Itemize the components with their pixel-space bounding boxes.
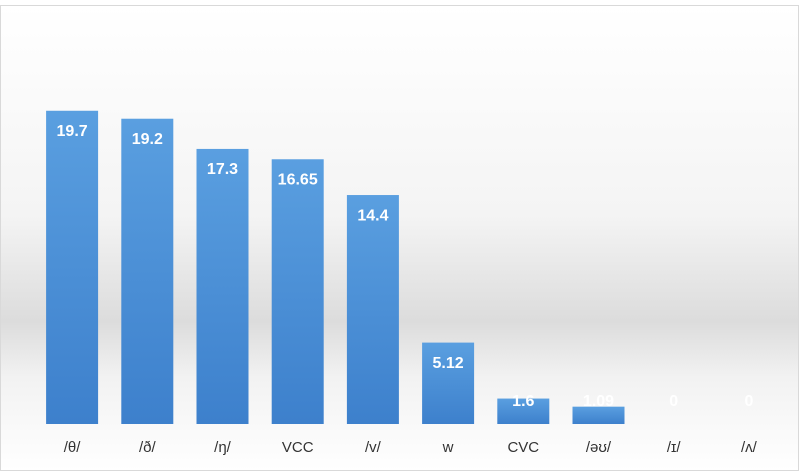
value-label: 5.12 <box>433 355 464 372</box>
value-label: 0 <box>669 393 678 410</box>
value-label: 19.7 <box>57 123 88 140</box>
x-tick-label: /θ/ <box>64 439 82 456</box>
value-label: 14.4 <box>357 207 388 224</box>
x-tick-label: /ʌ/ <box>741 439 758 456</box>
plot-background <box>0 5 799 471</box>
bar <box>497 398 550 424</box>
x-tick-label: VCC <box>282 439 314 456</box>
x-tick-label: /v/ <box>365 439 382 456</box>
x-tick-label: w <box>442 439 454 456</box>
bar <box>196 148 249 424</box>
x-tick-label: /ð/ <box>139 439 157 456</box>
value-label: 17.3 <box>207 161 238 178</box>
bar <box>422 342 475 424</box>
bar <box>121 118 174 424</box>
x-tick-label: /ɪ/ <box>667 439 682 456</box>
bar <box>46 110 99 425</box>
bar <box>572 406 625 424</box>
value-label: 1.09 <box>583 393 614 410</box>
bar <box>346 195 399 424</box>
x-tick-label: /əʊ/ <box>586 439 612 456</box>
bar <box>271 159 324 424</box>
x-tick-label: /ŋ/ <box>214 439 232 456</box>
value-label: 0 <box>744 393 753 410</box>
value-label: 16.65 <box>278 171 318 188</box>
value-label: 1.6 <box>512 393 534 410</box>
value-label: 19.2 <box>132 131 163 148</box>
x-tick-label: CVC <box>507 439 539 456</box>
